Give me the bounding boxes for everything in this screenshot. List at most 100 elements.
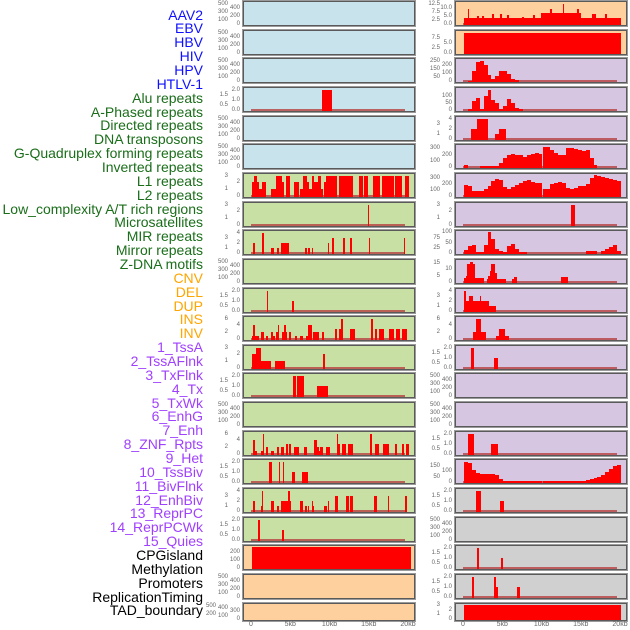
track-label: Methylation: [131, 560, 203, 577]
data-bar: [475, 251, 480, 254]
data-bar: [312, 505, 315, 512]
y-tick-label: 400: [441, 520, 452, 527]
baseline: [251, 338, 405, 340]
y-tick-label: 2.0: [443, 488, 452, 494]
y-tick-label: 0: [236, 365, 240, 371]
data-bar: [467, 462, 472, 483]
data-bar: [274, 361, 285, 369]
data-bar: [471, 190, 476, 197]
data-bar: [464, 605, 621, 620]
data-bar: [464, 185, 468, 197]
y-tick-label: 1.0: [231, 298, 240, 304]
y-tick-label: 2: [236, 208, 240, 215]
y-tick-label: 6: [436, 315, 440, 322]
y-tick-label: 1.0: [443, 441, 452, 447]
y-tick-label: 4: [448, 322, 452, 329]
y-tick-label: 150: [429, 462, 440, 469]
y-tick-label: 0: [448, 107, 452, 113]
x-tick-label: 10kb: [321, 621, 338, 628]
track-label: Mirror repeats: [115, 242, 203, 259]
track-label: HPV: [174, 61, 203, 78]
data-bar: [542, 146, 547, 168]
track-panel: [243, 402, 415, 427]
y-tick-label: 400: [441, 405, 452, 412]
y-tick-label: 1: [224, 244, 228, 251]
y-tick-label: 2: [448, 606, 452, 613]
data-bar: [314, 182, 318, 197]
data-bar: [471, 71, 476, 82]
track-label: 12_EnhBiv: [135, 491, 203, 508]
y-tick-label: 4: [236, 437, 240, 444]
data-bar: [514, 276, 518, 283]
data-bar: [285, 443, 289, 455]
data-bar: [554, 152, 559, 168]
data-bar: [515, 481, 519, 483]
y-tick-label: 2: [224, 444, 228, 451]
x-tick-label: 5kb: [284, 621, 296, 628]
data-bar: [495, 475, 500, 483]
x-tick-label: 5kb: [496, 621, 508, 628]
data-bar: [483, 95, 488, 111]
track-panel: [243, 116, 415, 141]
y-tick-label: 300: [217, 65, 228, 72]
data-bar: [284, 325, 286, 340]
data-bar: [288, 490, 290, 512]
data-bar: [500, 501, 505, 512]
data-bar: [504, 335, 509, 340]
data-bar: [540, 13, 581, 25]
data-bar: [364, 175, 369, 197]
y-tick-label: 2.5: [431, 44, 440, 51]
track-panel: [243, 173, 415, 198]
data-bar: [285, 332, 288, 340]
track-panel: [455, 603, 627, 621]
data-bar: [261, 490, 264, 512]
track-panel: [455, 202, 627, 227]
y-tick-label: 1: [436, 215, 440, 222]
data-bar: [585, 480, 590, 483]
data-bar: [292, 472, 296, 483]
data-bar: [605, 472, 610, 483]
data-bar: [293, 447, 299, 455]
track-label: DNA transposons: [94, 131, 203, 148]
data-bar: [507, 481, 512, 483]
track-label: TAD_boundary: [109, 602, 203, 619]
y-tick-label: 75: [433, 234, 440, 241]
y-tick-label: 0: [448, 136, 452, 142]
y-tick-label: 0.5: [431, 360, 440, 366]
y-tick-label: 200: [441, 384, 452, 391]
y-tick-label: 5.0: [443, 39, 452, 46]
data-bar: [312, 332, 320, 340]
data-bar: [589, 478, 594, 483]
y-tick-label: 0: [236, 21, 240, 27]
data-bar: [348, 443, 354, 455]
track-panel: [243, 345, 415, 370]
data-bar: [373, 495, 377, 512]
data-bar: [270, 189, 276, 197]
data-bar: [475, 473, 480, 483]
track-label: 5_TxWk: [151, 394, 203, 411]
data-bar: [577, 186, 582, 197]
data-bar: [277, 505, 279, 512]
data-bar: [550, 149, 555, 168]
data-bar: [534, 183, 539, 197]
data-bar: [486, 279, 489, 283]
x-tick-label: 15kb: [361, 621, 377, 628]
data-bar: [394, 443, 398, 455]
data-bar: [262, 232, 264, 254]
data-bar: [483, 65, 488, 82]
data-bar: [499, 128, 506, 140]
data-bar: [573, 187, 578, 197]
data-bar: [341, 443, 346, 455]
data-bar: [343, 237, 345, 254]
y-tick-label: 7.5: [431, 8, 440, 15]
y-tick-label: 400: [441, 376, 452, 383]
y-tick-label: 500: [217, 0, 228, 7]
y-tick-label: 0.0: [443, 565, 452, 571]
y-tick-label: 1.5: [219, 293, 228, 299]
y-tick-label: 0.0: [231, 308, 240, 314]
data-bar: [464, 249, 468, 254]
data-bar: [573, 149, 578, 168]
track-label: AAV2: [168, 6, 203, 23]
x-tick-label: 15kb: [573, 621, 589, 628]
data-bar: [533, 15, 535, 25]
